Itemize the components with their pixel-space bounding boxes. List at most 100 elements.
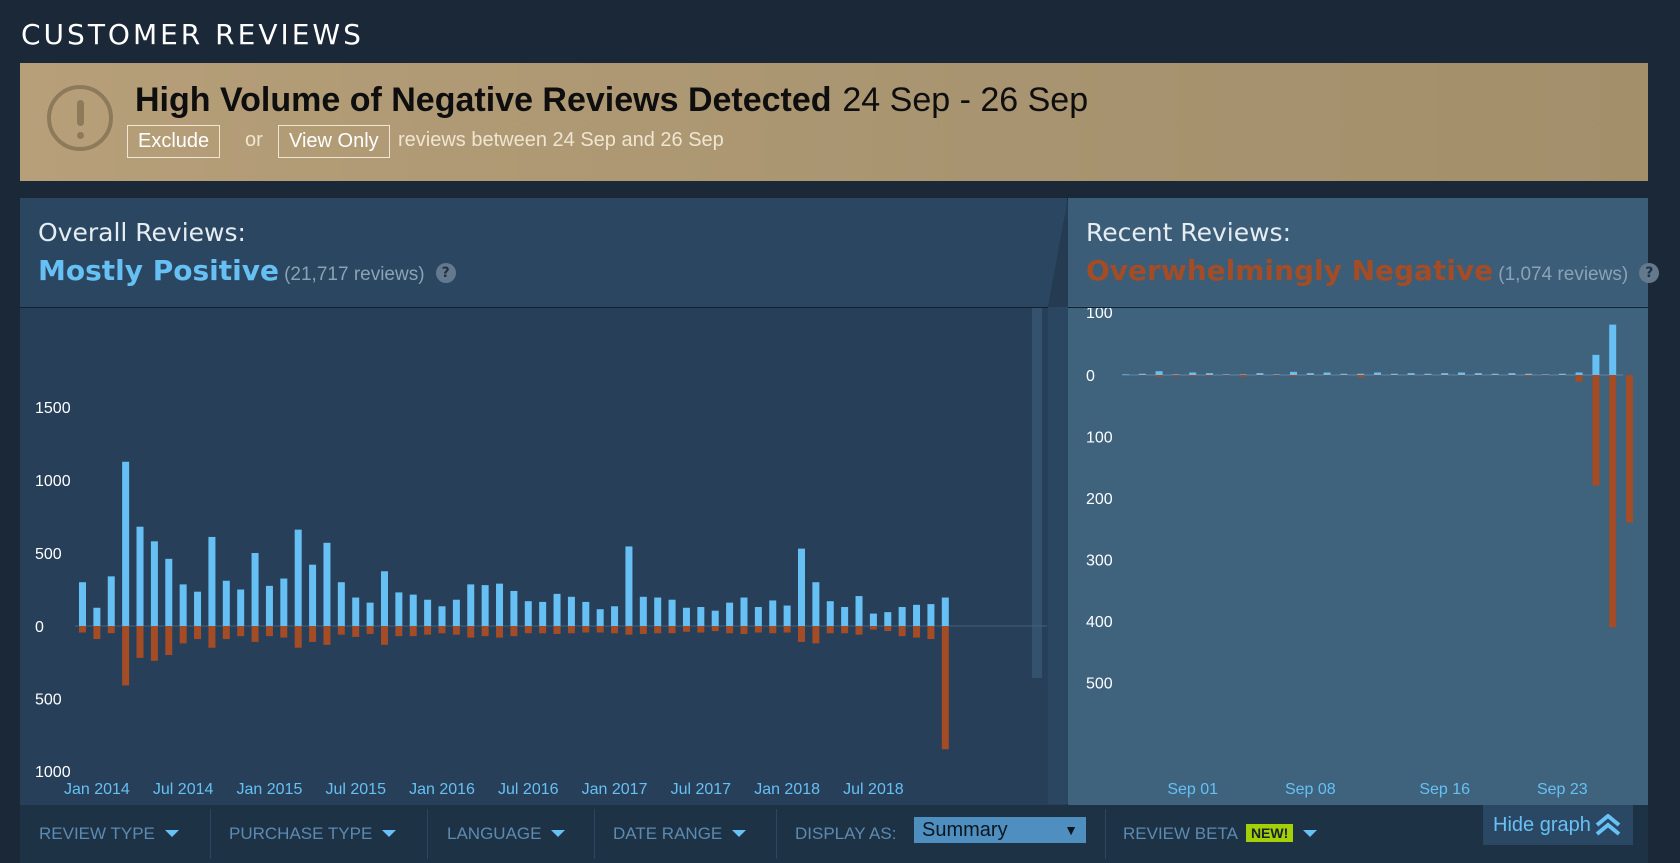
negative-bar	[1626, 375, 1633, 523]
positive-bar	[323, 542, 331, 626]
positive-bar	[1122, 374, 1129, 375]
help-icon[interactable]: ?	[435, 263, 456, 283]
positive-bar	[265, 585, 273, 626]
recent-review-count: (1,074 reviews)	[1498, 264, 1629, 285]
y-tick-label: 300	[1086, 553, 1113, 570]
positive-bar	[1374, 372, 1381, 375]
y-tick-label: 500	[35, 546, 62, 563]
y-tick-label: 100	[1086, 308, 1113, 322]
negative-bar	[812, 626, 820, 644]
y-tick-label: 100	[1086, 430, 1113, 447]
date-range-dropdown[interactable]: DATE RANGE	[613, 805, 747, 863]
negative-bar	[79, 626, 86, 633]
x-tick-label: Jul 2018	[843, 781, 904, 798]
negative-bar	[1290, 375, 1297, 377]
negative-bar	[366, 626, 374, 634]
double-chevron-up-icon	[1595, 814, 1621, 836]
x-tick-label: Jan 2016	[409, 781, 475, 798]
negative-bar	[553, 626, 561, 634]
negative-bar	[208, 626, 216, 648]
positive-bar	[366, 602, 374, 626]
positive-bar	[294, 529, 302, 626]
positive-bar	[1542, 374, 1549, 375]
negative-bar	[136, 626, 144, 658]
caret-down-icon	[551, 830, 566, 837]
negative-bar	[1558, 375, 1566, 376]
negative-bar	[1508, 375, 1516, 376]
display-as-select[interactable]: Summary ▼	[914, 817, 1086, 843]
new-badge: NEW!	[1245, 824, 1294, 842]
positive-bar	[826, 601, 834, 626]
purchase-type-dropdown[interactable]: PURCHASE TYPE	[229, 805, 397, 863]
negative-bar	[424, 626, 432, 635]
x-tick-label: Jul 2014	[153, 781, 214, 798]
negative-bar	[841, 626, 849, 634]
positive-bar	[179, 584, 187, 626]
positive-bar	[1491, 373, 1499, 375]
negative-bar	[265, 626, 273, 637]
negative-bar	[1474, 375, 1482, 376]
negative-bar	[395, 626, 403, 637]
negative-bar	[1525, 375, 1533, 377]
negative-bar	[237, 626, 245, 637]
negative-bar	[582, 626, 590, 633]
hide-graph-button[interactable]: Hide graph	[1483, 805, 1633, 845]
negative-bar	[1340, 375, 1348, 376]
negative-bar	[1592, 375, 1600, 486]
positive-bar	[1206, 373, 1213, 375]
recent-rating[interactable]: Overwhelmingly Negative	[1086, 254, 1494, 287]
help-icon[interactable]: ?	[1639, 263, 1660, 283]
negative-bar	[711, 626, 719, 632]
positive-bar	[79, 582, 86, 626]
negative-bar	[251, 626, 259, 642]
review-type-dropdown[interactable]: REVIEW TYPE	[39, 805, 179, 863]
language-dropdown[interactable]: LANGUAGE	[447, 805, 566, 863]
negative-bar	[1458, 375, 1465, 376]
negative-bar	[1441, 375, 1449, 376]
x-tick-label: Jul 2015	[325, 781, 386, 798]
exclude-button[interactable]: Exclude	[127, 125, 221, 158]
positive-bar	[1592, 354, 1600, 375]
positive-bar	[1458, 372, 1465, 375]
overall-rating[interactable]: Mostly Positive	[38, 254, 279, 287]
negative-bar	[1424, 375, 1432, 376]
negative-bar	[1575, 375, 1583, 382]
recent-reviews-graph: 100 0 100 200 300 400 500 Sep 01 Sep 08 Sep 16 Sep…	[1068, 305, 1648, 805]
negative-bar	[122, 626, 130, 686]
positive-bar	[337, 582, 345, 626]
positive-bar	[668, 599, 676, 626]
negative-bar	[323, 626, 331, 645]
negative-bar	[654, 626, 662, 634]
negative-bar	[337, 626, 345, 635]
positive-bar	[150, 541, 158, 626]
negative-bar	[1390, 375, 1398, 376]
positive-bar	[754, 607, 762, 626]
overall-summary: Mostly Positive (21,717 reviews) ?	[38, 254, 456, 287]
negative-bar	[941, 626, 949, 750]
negative-bar	[438, 626, 446, 634]
positive-bar	[611, 606, 619, 626]
negative-bar	[1189, 375, 1197, 377]
y-tick-label: 0	[1086, 368, 1095, 385]
negative-bar	[1155, 375, 1163, 377]
review-beta-dropdown[interactable]: REVIEW BETA NEW!	[1123, 805, 1318, 863]
y-tick-label: 500	[1086, 676, 1113, 693]
negative-bar	[898, 626, 906, 637]
zoom-connector	[1048, 198, 1068, 804]
recent-reviews-header: Recent Reviews: Overwhelmingly Negative …	[1068, 198, 1660, 306]
positive-bar	[93, 607, 101, 626]
negative-bar	[309, 626, 317, 642]
positive-bar	[107, 576, 115, 626]
positive-bar	[726, 602, 734, 626]
positive-bar	[798, 548, 805, 626]
overall-reviews-panel: Overall Reviews: Mostly Positive (21,717…	[20, 198, 1067, 805]
positive-bar	[1138, 373, 1146, 375]
positive-bar	[380, 571, 388, 626]
review-filter-bar: REVIEW TYPE PURCHASE TYPE LANGUAGE DATE …	[20, 805, 1648, 863]
view-only-button[interactable]: View Only	[278, 125, 390, 158]
negative-bar	[179, 626, 187, 644]
alert-title: High Volume of Negative Reviews Detected…	[135, 80, 1088, 120]
x-tick-label: Jul 2017	[671, 781, 732, 798]
positive-bar	[165, 558, 173, 626]
negative-bar	[913, 626, 921, 638]
